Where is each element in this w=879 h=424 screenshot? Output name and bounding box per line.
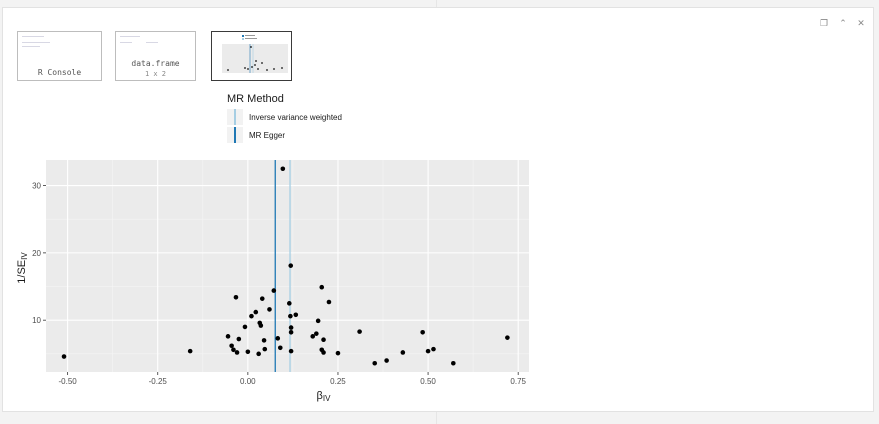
preview-text-line	[146, 42, 158, 43]
data-point	[229, 343, 234, 349]
data-point	[384, 358, 389, 363]
thumbnail-r-console[interactable]: R Console	[17, 31, 102, 81]
data-point	[256, 351, 261, 357]
preview-text-line	[22, 42, 50, 43]
legend-key-egger	[227, 127, 243, 143]
data-point	[61, 354, 67, 359]
data-point	[267, 307, 272, 312]
data-point	[245, 349, 251, 355]
preview-text-line	[120, 36, 140, 37]
data-point	[275, 336, 281, 341]
y-tick-label: 30	[32, 182, 41, 191]
data-point	[253, 309, 259, 315]
preview-text-line	[22, 36, 44, 37]
restore-icon[interactable]: ❐	[819, 19, 829, 29]
background-divider-bottom	[436, 412, 437, 424]
thumbnail-subcaption: 1 x 2	[144, 70, 167, 78]
data-point	[315, 318, 321, 324]
plot-panel	[46, 160, 529, 372]
data-point	[236, 336, 242, 342]
legend-label-egger: MR Egger	[249, 131, 286, 140]
data-point	[431, 346, 436, 352]
data-point	[288, 329, 294, 335]
data-point	[335, 350, 341, 356]
legend-line-egger	[234, 127, 236, 143]
x-tick-label: 0.00	[240, 377, 256, 386]
data-point	[187, 348, 193, 354]
data-point	[372, 360, 378, 366]
preview-text-line	[22, 46, 40, 47]
data-point	[271, 288, 277, 293]
data-point	[400, 350, 406, 355]
data-point	[259, 296, 265, 301]
x-tick-label: 0.25	[330, 377, 346, 386]
y-axis-title: 1/SEIV	[16, 252, 29, 284]
legend-line-ivw	[234, 109, 236, 125]
data-point	[505, 335, 510, 340]
x-tick-label: 0.50	[420, 377, 436, 386]
data-point	[234, 350, 240, 355]
data-point	[451, 360, 456, 366]
data-point	[288, 313, 293, 319]
data-point	[288, 348, 294, 354]
data-point	[242, 324, 248, 330]
data-point	[287, 301, 292, 306]
data-point	[319, 284, 325, 290]
data-point	[277, 345, 283, 351]
thumbnail-data-frame[interactable]: data.frame 1 x 2	[115, 31, 196, 81]
y-tick-label: 10	[32, 316, 41, 325]
data-point	[249, 313, 254, 319]
data-point	[261, 338, 267, 343]
close-icon[interactable]: ✕	[857, 19, 865, 29]
data-point	[288, 325, 294, 330]
data-point	[231, 347, 236, 353]
legend-title: MR Method	[227, 93, 284, 105]
data-point	[314, 331, 319, 336]
data-point	[326, 299, 332, 305]
legend-label-ivw: Inverse variance weighted	[249, 113, 342, 122]
data-point	[262, 346, 268, 352]
data-point	[321, 337, 326, 342]
data-point	[288, 263, 294, 268]
data-point	[321, 350, 326, 355]
y-tick-label: 20	[32, 249, 41, 258]
data-point	[280, 166, 286, 172]
data-point	[293, 312, 299, 318]
plot-preview-icon	[222, 34, 288, 73]
thumbnail-caption: data.frame	[131, 59, 180, 68]
x-tick-label: 0.75	[510, 377, 526, 386]
data-point	[420, 329, 425, 335]
x-axis-title: βIV	[317, 390, 332, 403]
thumbnail-caption: R Console	[37, 68, 82, 77]
data-point	[258, 323, 264, 328]
preview-text-line	[120, 42, 132, 43]
data-point	[357, 329, 362, 334]
background-divider-top	[436, 0, 437, 7]
data-point	[233, 294, 239, 300]
x-tick-label: -0.25	[149, 377, 168, 386]
legend-key-ivw	[227, 109, 243, 125]
x-tick-label: -0.50	[59, 377, 78, 386]
data-point	[225, 334, 231, 339]
data-point	[310, 334, 316, 339]
thumbnail-plot[interactable]	[211, 31, 292, 81]
collapse-icon[interactable]: ⌃	[839, 19, 847, 29]
data-point	[425, 348, 431, 354]
